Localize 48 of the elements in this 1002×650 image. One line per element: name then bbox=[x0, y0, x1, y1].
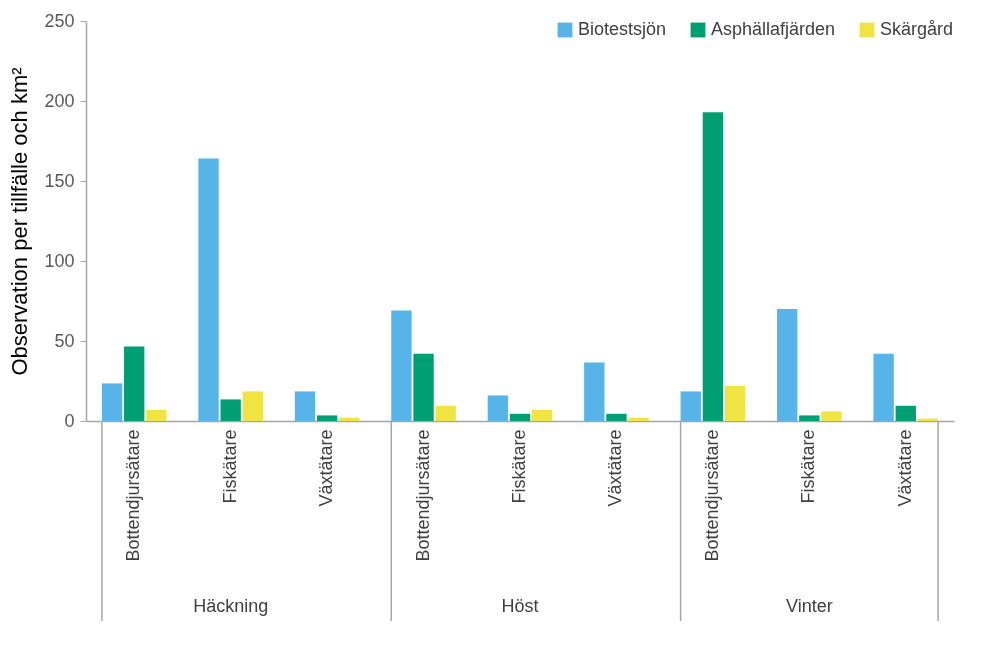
bar bbox=[777, 309, 798, 421]
bar bbox=[487, 395, 509, 421]
bar bbox=[220, 399, 241, 421]
bar bbox=[821, 411, 842, 421]
y-tick-label: 50 bbox=[54, 330, 75, 351]
text: Höst bbox=[501, 596, 539, 616]
x-tick-label: Växtätare bbox=[894, 429, 915, 507]
bar bbox=[316, 415, 338, 421]
bar bbox=[606, 413, 627, 421]
bar bbox=[531, 409, 553, 421]
bar bbox=[895, 405, 916, 421]
x-tick-label: Fiskätare bbox=[798, 429, 819, 504]
x-tick-label: Bottendjursätare bbox=[412, 429, 433, 562]
y-tick-label: 250 bbox=[44, 10, 75, 31]
y-tick-label: 0 bbox=[64, 410, 75, 431]
bar bbox=[702, 112, 724, 421]
y-axis-title: Observation per tillfälle och km² bbox=[7, 67, 33, 376]
bar bbox=[799, 415, 820, 421]
bar bbox=[294, 391, 316, 421]
x-tick-label: Bottendjursätare bbox=[123, 429, 144, 562]
x-tick-label: Bottendjursätare bbox=[701, 429, 722, 562]
legend-label: Skärgård bbox=[880, 19, 954, 39]
legend-label: Asphällafjärden bbox=[711, 19, 836, 39]
bar bbox=[724, 385, 746, 421]
bar bbox=[146, 409, 167, 421]
text: Vinter bbox=[785, 596, 833, 616]
bar bbox=[391, 310, 412, 421]
y-tick-label: 100 bbox=[44, 250, 75, 271]
bar bbox=[509, 413, 531, 421]
bar bbox=[628, 417, 649, 421]
y-tick-label: 150 bbox=[44, 170, 75, 191]
bar bbox=[680, 391, 701, 421]
text: Häckning bbox=[193, 596, 269, 616]
y-tick-label: 200 bbox=[44, 90, 75, 111]
bar bbox=[198, 158, 219, 421]
x-tick-label: Växtätare bbox=[605, 429, 626, 507]
bar bbox=[435, 405, 456, 421]
bar bbox=[124, 346, 145, 421]
legend-label: Biotestsjön bbox=[578, 19, 667, 39]
bar bbox=[413, 353, 434, 421]
bar bbox=[242, 391, 263, 421]
bar bbox=[873, 353, 894, 421]
x-tick-label: Växtätare bbox=[316, 429, 337, 507]
bar bbox=[101, 383, 123, 421]
bar bbox=[584, 362, 605, 421]
x-tick-label: Fiskätare bbox=[219, 429, 240, 504]
bar bbox=[339, 417, 360, 421]
x-tick-label: Fiskätare bbox=[509, 429, 529, 504]
